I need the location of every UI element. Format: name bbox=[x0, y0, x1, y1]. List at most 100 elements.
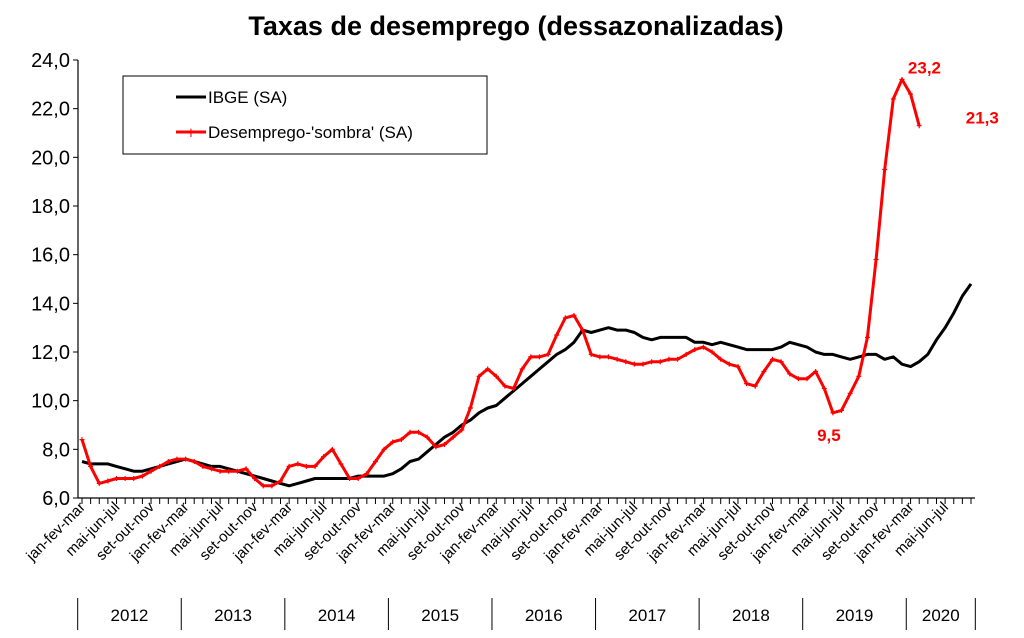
series-point-sombra bbox=[899, 76, 905, 82]
series-point-sombra bbox=[605, 354, 611, 360]
series-point-sombra bbox=[364, 471, 370, 477]
series-point-sombra bbox=[821, 386, 827, 391]
series-point-sombra bbox=[890, 96, 896, 102]
series-point-sombra bbox=[804, 376, 810, 382]
series-point-sombra bbox=[502, 383, 508, 389]
data-label: 9,5 bbox=[817, 426, 841, 445]
series-point-sombra bbox=[536, 354, 542, 360]
series-point-sombra bbox=[657, 359, 663, 365]
legend: IBGE (SA) + Desemprego-'sombra' (SA) bbox=[122, 75, 488, 155]
series-point-sombra bbox=[839, 407, 845, 413]
series-point-sombra bbox=[571, 313, 577, 318]
year-label: 2016 bbox=[525, 606, 563, 625]
series-point-sombra bbox=[700, 344, 706, 350]
series-point-sombra bbox=[381, 446, 387, 452]
series-point-sombra bbox=[787, 371, 793, 377]
series-point-sombra bbox=[856, 373, 862, 379]
series-point-sombra bbox=[769, 356, 775, 362]
series-point-sombra bbox=[726, 361, 732, 367]
series-point-sombra bbox=[234, 468, 240, 474]
series-point-sombra bbox=[174, 456, 180, 462]
legend-label-ibge: IBGE (SA) bbox=[208, 88, 287, 107]
series-point-sombra bbox=[200, 463, 206, 469]
series-point-sombra bbox=[191, 459, 197, 464]
series-point-sombra bbox=[493, 373, 499, 379]
series-point-sombra bbox=[675, 356, 681, 362]
series-point-sombra bbox=[519, 366, 525, 372]
series-point-sombra bbox=[139, 473, 145, 479]
series-point-sombra bbox=[165, 459, 171, 464]
series-point-sombra bbox=[744, 381, 750, 387]
y-tick-label: 18,0 bbox=[31, 196, 70, 218]
series-point-sombra bbox=[614, 356, 620, 362]
series-point-sombra bbox=[683, 351, 689, 357]
series-point-sombra bbox=[778, 359, 784, 365]
series-point-sombra bbox=[709, 349, 715, 355]
series-point-sombra bbox=[372, 459, 378, 464]
data-label: 23,2 bbox=[908, 58, 941, 77]
series-point-sombra bbox=[735, 364, 741, 370]
data-labels: 23,2 21,3 9,5 bbox=[817, 58, 999, 444]
series-point-sombra bbox=[597, 354, 603, 360]
series-point-sombra bbox=[580, 327, 586, 333]
series-point-sombra bbox=[398, 437, 404, 443]
y-tick-label: 6,0 bbox=[42, 488, 70, 510]
series-point-sombra bbox=[157, 463, 163, 469]
series-point-sombra bbox=[442, 441, 448, 447]
series-point-sombra bbox=[252, 476, 258, 482]
series-point-sombra bbox=[631, 361, 637, 367]
series-point-sombra bbox=[148, 468, 154, 474]
year-label: 2012 bbox=[111, 606, 149, 625]
series-point-sombra bbox=[208, 466, 214, 472]
series-point-sombra bbox=[554, 332, 560, 338]
series-line-ibge bbox=[81, 283, 973, 488]
series-point-sombra bbox=[114, 476, 120, 482]
series-point-sombra bbox=[286, 463, 292, 469]
series-point-sombra bbox=[873, 257, 879, 263]
year-label: 2018 bbox=[732, 606, 770, 625]
series-point-sombra bbox=[355, 476, 361, 482]
legend-box bbox=[122, 75, 488, 155]
series-point-sombra bbox=[666, 356, 672, 362]
series-point-sombra bbox=[908, 91, 914, 97]
series-point-sombra bbox=[588, 351, 594, 357]
chart-title: Taxas de desemprego (dessazonalizadas) bbox=[248, 11, 783, 41]
series-point-sombra bbox=[864, 334, 870, 340]
year-label: 2014 bbox=[318, 606, 356, 625]
year-label: 2019 bbox=[836, 606, 874, 625]
series-point-sombra bbox=[96, 480, 102, 486]
series-point-sombra bbox=[640, 361, 646, 367]
series-point-sombra bbox=[511, 386, 517, 391]
series-point-sombra bbox=[131, 476, 137, 482]
year-label: 2015 bbox=[421, 606, 459, 625]
series-point-sombra bbox=[433, 444, 439, 450]
series-point-sombra bbox=[450, 434, 456, 440]
series-point-sombra bbox=[459, 427, 465, 433]
year-label: 2013 bbox=[214, 606, 252, 625]
year-label: 2017 bbox=[628, 606, 666, 625]
y-tick-label: 8,0 bbox=[42, 439, 70, 461]
series-point-sombra bbox=[692, 347, 698, 353]
series-point-sombra bbox=[916, 123, 922, 129]
y-tick-label: 22,0 bbox=[31, 99, 70, 121]
series-point-sombra bbox=[847, 390, 853, 396]
legend-marker-icon: + bbox=[186, 126, 197, 141]
series-point-sombra bbox=[424, 434, 430, 440]
series-point-sombra bbox=[312, 463, 318, 469]
series-point-sombra bbox=[813, 368, 819, 374]
series-point-sombra bbox=[226, 468, 232, 474]
y-tick-label: 14,0 bbox=[31, 293, 70, 315]
series-point-sombra bbox=[260, 483, 266, 489]
series-point-sombra bbox=[390, 439, 396, 445]
series-point-sombra bbox=[105, 478, 111, 484]
y-tick-label: 16,0 bbox=[31, 245, 70, 267]
series-point-sombra bbox=[122, 476, 128, 482]
year-label: 2020 bbox=[922, 606, 960, 625]
series-point-sombra bbox=[752, 383, 758, 389]
series-point-sombra bbox=[795, 376, 801, 382]
series-point-sombra bbox=[545, 351, 551, 357]
data-label: 21,3 bbox=[966, 109, 999, 128]
series-point-sombra bbox=[416, 429, 422, 435]
axes: 6,0 8,0 10,0 12,0 14,0 16,0 18,0 20,0 22,0 24,0 bbox=[31, 50, 975, 510]
